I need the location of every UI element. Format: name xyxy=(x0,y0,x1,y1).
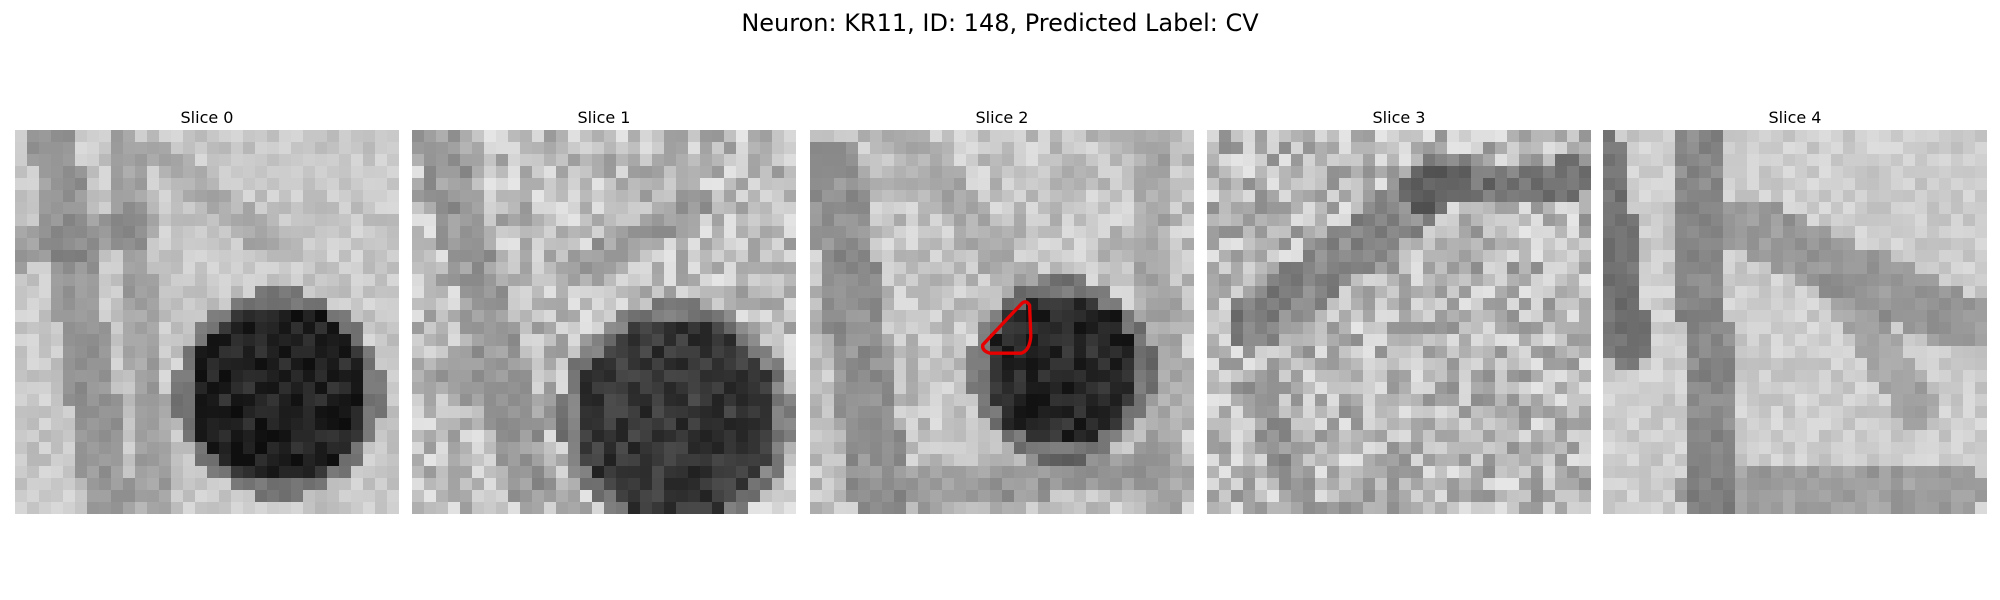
slice-panel-1: Slice 1 xyxy=(412,108,796,514)
slice-panel-0: Slice 0 xyxy=(15,108,399,514)
slice-image-4 xyxy=(1603,130,1987,514)
slice-image-3 xyxy=(1207,130,1591,514)
slice-title-1: Slice 1 xyxy=(577,108,631,127)
slice-title-4: Slice 4 xyxy=(1768,108,1822,127)
figure-title: Neuron: KR11, ID: 148, Predicted Label: … xyxy=(741,9,1259,37)
slice-title-3: Slice 3 xyxy=(1372,108,1426,127)
red-polygon-annotation xyxy=(980,300,1033,355)
slice-panel-3: Slice 3 xyxy=(1207,108,1591,514)
slice-panel-4: Slice 4 xyxy=(1603,108,1987,514)
slice-image-2 xyxy=(810,130,1194,514)
slice-image-0 xyxy=(15,130,399,514)
slice-title-2: Slice 2 xyxy=(975,108,1029,127)
slice-title-0: Slice 0 xyxy=(180,108,234,127)
slice-image-1 xyxy=(412,130,796,514)
slice-panel-2: Slice 2 xyxy=(810,108,1194,514)
